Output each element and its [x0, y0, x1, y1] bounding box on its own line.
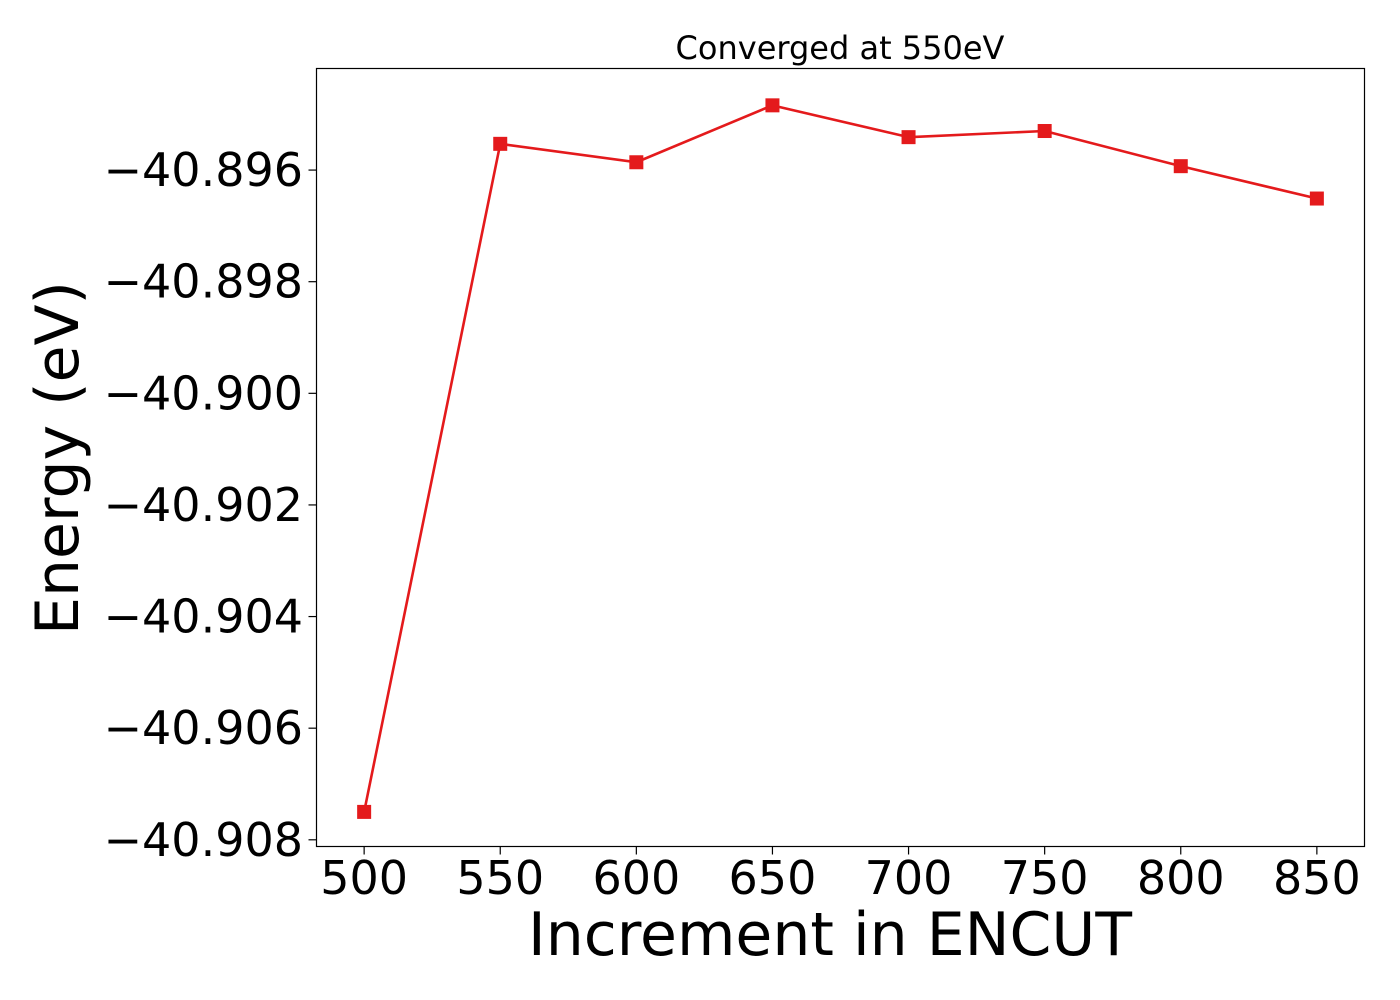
- x-tick-label: 500: [320, 851, 408, 905]
- data-point: [765, 98, 780, 113]
- x-tick-label: 550: [456, 851, 544, 905]
- x-tick-label: 750: [1001, 851, 1089, 905]
- y-tick-label: −40.900: [104, 366, 304, 420]
- data-point: [1173, 159, 1188, 174]
- y-tick-label: −40.908: [104, 813, 304, 867]
- data-point: [901, 130, 916, 145]
- plot-frame: [315, 67, 1366, 848]
- y-tick-label: −40.902: [104, 478, 304, 532]
- data-point: [357, 804, 372, 819]
- y-tick-label: −40.896: [104, 143, 304, 197]
- x-tick-label: 650: [729, 851, 817, 905]
- data-point: [1309, 191, 1324, 206]
- data-point: [629, 155, 644, 170]
- x-tick-label: 800: [1137, 851, 1225, 905]
- x-tick-label: 850: [1273, 851, 1361, 905]
- y-tick-label: −40.904: [104, 590, 304, 644]
- chart-title: Converged at 550eV: [676, 29, 1005, 67]
- x-tick-label: 600: [592, 851, 680, 905]
- y-axis-label: Energy (eV): [23, 281, 93, 635]
- plot-area: [357, 98, 1324, 819]
- data-point: [493, 136, 508, 151]
- series-line: [362, 104, 1318, 813]
- y-tick-label: −40.898: [104, 255, 304, 309]
- x-axis-label: Increment in ENCUT: [528, 900, 1132, 970]
- x-axis: 500 550 600 650 700 750 800 850: [320, 846, 1361, 905]
- data-point: [1037, 124, 1052, 139]
- x-tick-label: 700: [865, 851, 953, 905]
- y-tick-label: −40.906: [104, 701, 304, 755]
- y-axis: −40.908 −40.906 −40.904 −40.902 −40.900 −40.8…: [104, 143, 317, 867]
